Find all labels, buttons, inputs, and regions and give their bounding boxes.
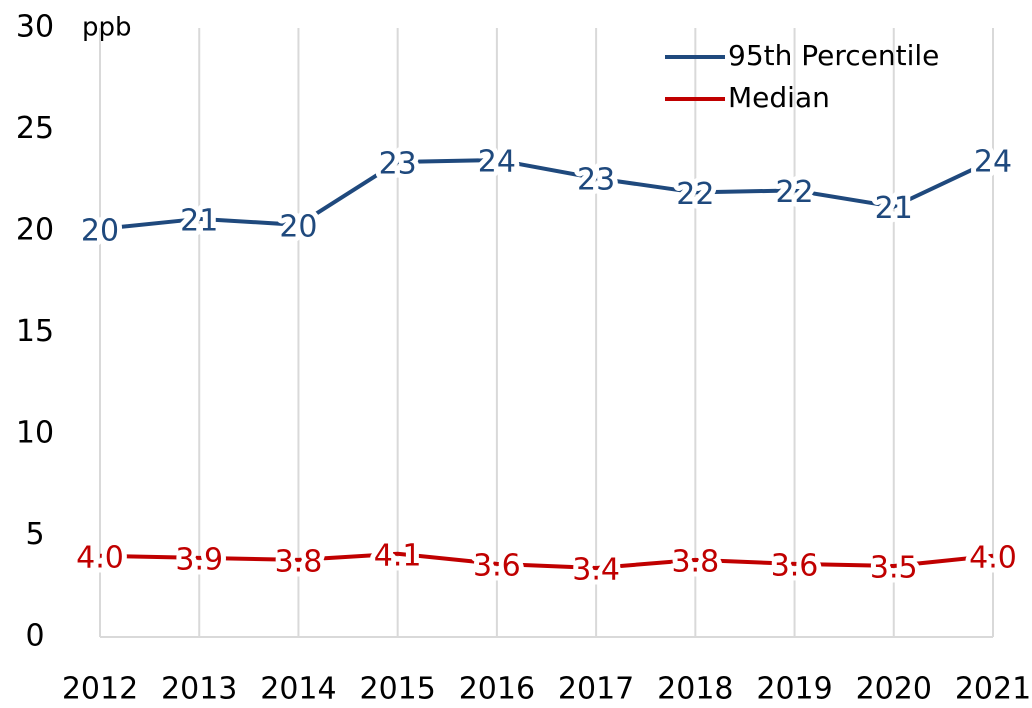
data-label: 22 — [775, 175, 813, 210]
data-label: 24 — [478, 144, 516, 179]
x-tick-label: 2017 — [558, 672, 634, 705]
y-tick-label: 15 — [16, 314, 54, 349]
x-tick-label: 2021 — [955, 672, 1031, 705]
data-label: 3.6 — [771, 548, 819, 583]
y-tick-label: 20 — [16, 213, 54, 248]
data-label: 3.6 — [473, 548, 521, 583]
data-label: 22 — [676, 177, 714, 212]
x-tick-label: 2014 — [260, 672, 336, 705]
x-tick-label: 2015 — [359, 672, 435, 705]
x-tick-label: 2018 — [657, 672, 733, 705]
data-label: 21 — [180, 203, 218, 238]
data-label: 23 — [379, 146, 417, 181]
line — [99, 157, 994, 231]
line — [99, 551, 994, 570]
y-tick-label: 0 — [25, 619, 44, 654]
legend-label: Median — [728, 81, 830, 114]
data-label: 3.9 — [175, 542, 223, 577]
x-tick-label: 2020 — [856, 672, 932, 705]
data-label: 3.8 — [671, 544, 719, 579]
y-tick-label: 5 — [25, 517, 44, 552]
data-label: 23 — [577, 163, 615, 198]
x-tick-label: 2012 — [62, 672, 138, 705]
y-tick-label: 10 — [16, 416, 54, 451]
y-tick-label: 30 — [16, 10, 54, 45]
y-axis-label: ppb — [82, 13, 132, 43]
data-label: 20 — [279, 209, 317, 244]
data-label: 20 — [81, 213, 119, 248]
data-label: 3.4 — [572, 552, 620, 587]
y-tick-label: 25 — [16, 111, 54, 146]
data-label: 4.0 — [969, 540, 1017, 575]
legend-label: 95th Percentile — [728, 39, 939, 72]
data-label: 3.8 — [275, 544, 323, 579]
x-tick-label: 2019 — [756, 672, 832, 705]
data-label: 21 — [875, 191, 913, 226]
data-label: 3.5 — [870, 550, 918, 585]
x-tick-label: 2016 — [459, 672, 535, 705]
data-label: 4.1 — [374, 538, 422, 573]
x-tick-label: 2013 — [161, 672, 237, 705]
data-label: 4.0 — [76, 540, 124, 575]
data-label: 24 — [974, 144, 1012, 179]
